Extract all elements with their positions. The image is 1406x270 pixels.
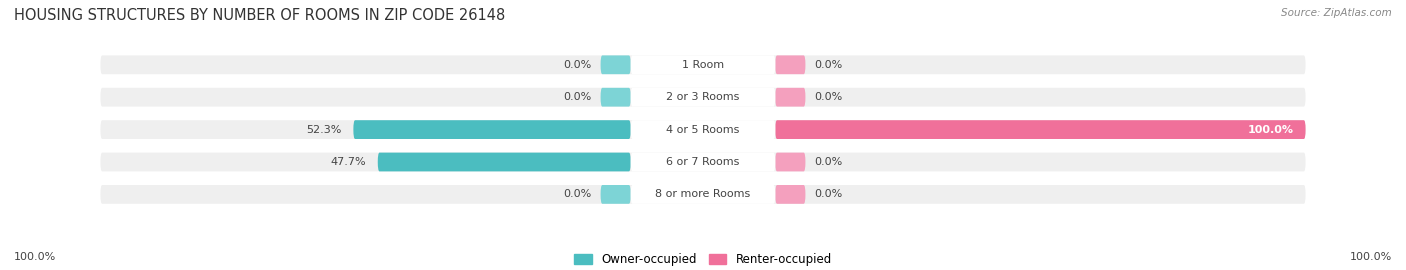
Text: 0.0%: 0.0%: [564, 92, 592, 102]
FancyBboxPatch shape: [775, 153, 806, 171]
FancyBboxPatch shape: [100, 55, 1306, 74]
FancyBboxPatch shape: [631, 55, 775, 74]
FancyBboxPatch shape: [775, 88, 806, 107]
FancyBboxPatch shape: [100, 120, 1306, 139]
Text: 8 or more Rooms: 8 or more Rooms: [655, 189, 751, 200]
Text: 100.0%: 100.0%: [14, 252, 56, 262]
FancyBboxPatch shape: [378, 153, 631, 171]
Text: 100.0%: 100.0%: [1350, 252, 1392, 262]
Text: 1 Room: 1 Room: [682, 60, 724, 70]
Legend: Owner-occupied, Renter-occupied: Owner-occupied, Renter-occupied: [574, 253, 832, 266]
Text: 52.3%: 52.3%: [307, 124, 342, 135]
FancyBboxPatch shape: [775, 120, 1306, 139]
Text: 2 or 3 Rooms: 2 or 3 Rooms: [666, 92, 740, 102]
FancyBboxPatch shape: [600, 185, 631, 204]
Text: 0.0%: 0.0%: [814, 92, 842, 102]
Text: 0.0%: 0.0%: [814, 60, 842, 70]
FancyBboxPatch shape: [631, 88, 775, 107]
FancyBboxPatch shape: [631, 120, 775, 139]
Text: 0.0%: 0.0%: [814, 157, 842, 167]
Text: Source: ZipAtlas.com: Source: ZipAtlas.com: [1281, 8, 1392, 18]
FancyBboxPatch shape: [600, 55, 631, 74]
Text: HOUSING STRUCTURES BY NUMBER OF ROOMS IN ZIP CODE 26148: HOUSING STRUCTURES BY NUMBER OF ROOMS IN…: [14, 8, 505, 23]
FancyBboxPatch shape: [100, 88, 1306, 107]
FancyBboxPatch shape: [600, 88, 631, 107]
FancyBboxPatch shape: [100, 185, 1306, 204]
FancyBboxPatch shape: [100, 153, 1306, 171]
FancyBboxPatch shape: [775, 185, 806, 204]
FancyBboxPatch shape: [353, 120, 631, 139]
Text: 6 or 7 Rooms: 6 or 7 Rooms: [666, 157, 740, 167]
Text: 0.0%: 0.0%: [814, 189, 842, 200]
Text: 100.0%: 100.0%: [1247, 124, 1294, 135]
FancyBboxPatch shape: [631, 153, 775, 171]
Text: 0.0%: 0.0%: [564, 60, 592, 70]
FancyBboxPatch shape: [631, 185, 775, 204]
Text: 4 or 5 Rooms: 4 or 5 Rooms: [666, 124, 740, 135]
FancyBboxPatch shape: [775, 55, 806, 74]
Text: 0.0%: 0.0%: [564, 189, 592, 200]
Text: 47.7%: 47.7%: [330, 157, 366, 167]
